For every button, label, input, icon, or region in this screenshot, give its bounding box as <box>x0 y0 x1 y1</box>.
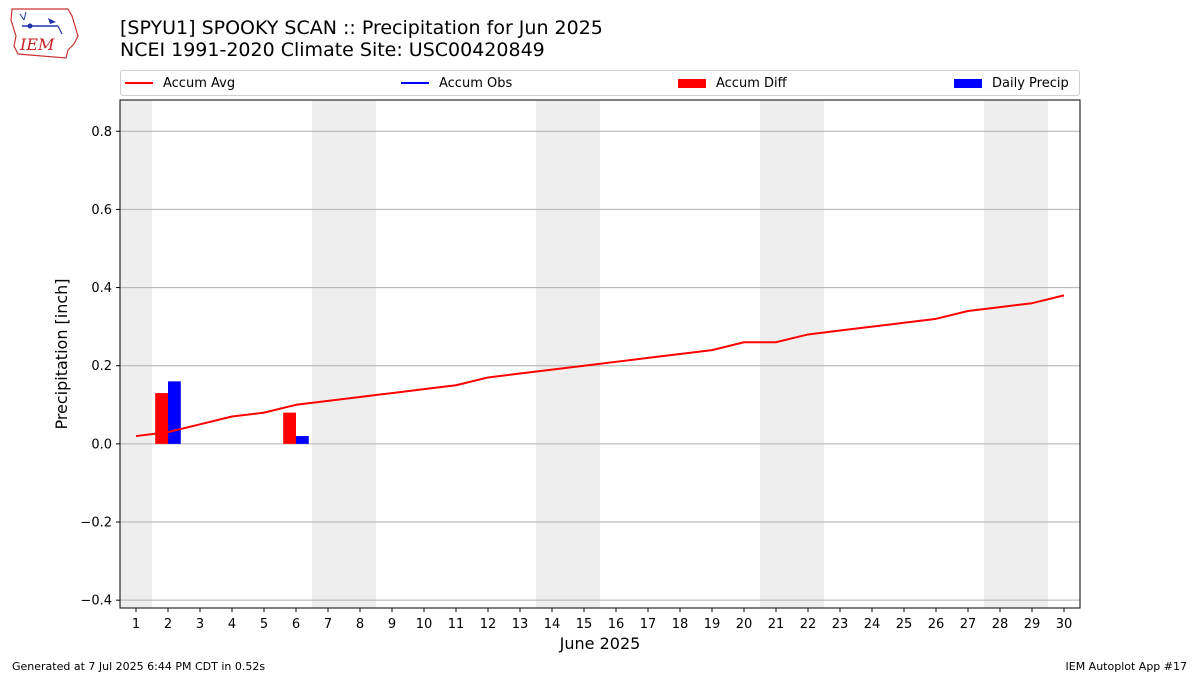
x-tick-label: 18 <box>672 617 689 632</box>
y-tick-label: 0.4 <box>91 281 112 296</box>
legend-accum-avg-label: Accum Avg <box>163 75 236 91</box>
x-tick-label: 26 <box>928 617 945 632</box>
legend: Accum Avg Accum Obs Accum Diff Daily Pre… <box>120 70 1080 96</box>
weekend-band-3 <box>536 100 600 608</box>
weekend-band-2 <box>312 100 376 608</box>
x-tick-label: 7 <box>324 617 332 632</box>
legend-accum-obs-label: Accum Obs <box>439 75 513 91</box>
y-tick-label: −0.4 <box>80 594 112 609</box>
x-tick-label: 19 <box>704 617 721 632</box>
x-tick-label: 24 <box>864 617 881 632</box>
x-tick-label: 21 <box>768 617 785 632</box>
plot-frame <box>119 99 1081 609</box>
x-tick-label: 30 <box>1056 617 1073 632</box>
accum-avg-line <box>135 294 1065 438</box>
x-tick-label: 12 <box>480 617 497 632</box>
y-axis-ticks: −0.4 −0.2 0.0 0.2 0.4 0.6 0.8 <box>80 125 120 609</box>
x-tick-label: 11 <box>448 617 465 632</box>
x-tick-label: 14 <box>544 617 561 632</box>
x-tick-label: 13 <box>512 617 529 632</box>
x-tick-label: 15 <box>576 617 593 632</box>
x-tick-label: 4 <box>228 617 236 632</box>
chart-subtitle: NCEI 1991-2020 Climate Site: USC00420849 <box>120 39 545 61</box>
y-tick-label: 0.0 <box>91 437 112 452</box>
weekend-band-5 <box>984 100 1048 608</box>
x-tick-label: 17 <box>640 617 657 632</box>
footer-generated: Generated at 7 Jul 2025 6:44 PM CDT in 0… <box>12 660 266 673</box>
weekend-shading <box>120 100 1048 608</box>
legend-item-accum-avg: Accum Avg <box>125 71 235 95</box>
legend-item-accum-obs: Accum Obs <box>401 71 512 95</box>
y-tick-label: 0.8 <box>91 125 112 140</box>
accum-diff-bar-6 <box>283 412 296 444</box>
x-tick-label: 6 <box>292 617 300 632</box>
chart-title: [SPYU1] SPOOKY SCAN :: Precipitation for… <box>120 17 603 39</box>
lines <box>135 294 1065 438</box>
x-tick-label: 9 <box>388 617 396 632</box>
legend-daily-precip-label: Daily Precip <box>992 75 1069 91</box>
x-tick-label: 20 <box>736 617 753 632</box>
daily-precip-bar-6 <box>296 436 309 444</box>
x-tick-label: 3 <box>196 617 204 632</box>
accum-diff-bar-2 <box>155 393 168 444</box>
grid-lines <box>120 130 1080 601</box>
x-tick-label: 28 <box>992 617 1009 632</box>
legend-item-accum-diff: Accum Diff <box>678 71 787 95</box>
y-axis-label: Precipitation [inch] <box>52 278 71 429</box>
legend-accum-diff-label: Accum Diff <box>716 75 787 91</box>
x-tick-label: 5 <box>260 617 268 632</box>
footer-app: IEM Autoplot App #17 <box>1065 660 1188 673</box>
legend-accum-avg-swatch <box>125 82 153 84</box>
x-tick-label: 1 <box>132 617 140 632</box>
x-axis-label: June 2025 <box>559 634 641 653</box>
logo-text: IEM <box>19 35 55 54</box>
y-tick-label: −0.2 <box>80 516 112 531</box>
x-tick-label: 16 <box>608 617 625 632</box>
legend-accum-obs-swatch <box>401 82 429 84</box>
legend-item-daily-precip: Daily Precip <box>954 71 1069 95</box>
x-tick-label: 29 <box>1024 617 1041 632</box>
x-tick-label: 10 <box>416 617 433 632</box>
daily-precip-bar-2 <box>168 381 181 444</box>
weekend-band-4 <box>760 100 824 608</box>
x-tick-label: 27 <box>960 617 977 632</box>
legend-daily-precip-swatch <box>954 78 982 88</box>
iem-logo: IEM <box>10 8 79 59</box>
weekend-band-1 <box>120 100 152 608</box>
x-tick-label: 22 <box>800 617 817 632</box>
x-tick-label: 23 <box>832 617 849 632</box>
bars <box>155 381 309 444</box>
y-tick-label: 0.6 <box>91 203 112 218</box>
legend-accum-diff-swatch <box>678 78 706 88</box>
x-tick-label: 2 <box>164 617 172 632</box>
x-tick-label: 8 <box>356 617 364 632</box>
x-axis-ticks: 1 2 3 4 5 6 7 8 9 10 11 12 13 14 15 16 17 18 19 20 21 22 23 24 2… <box>132 608 1072 632</box>
x-tick-label: 25 <box>896 617 913 632</box>
y-tick-label: 0.2 <box>91 359 112 374</box>
